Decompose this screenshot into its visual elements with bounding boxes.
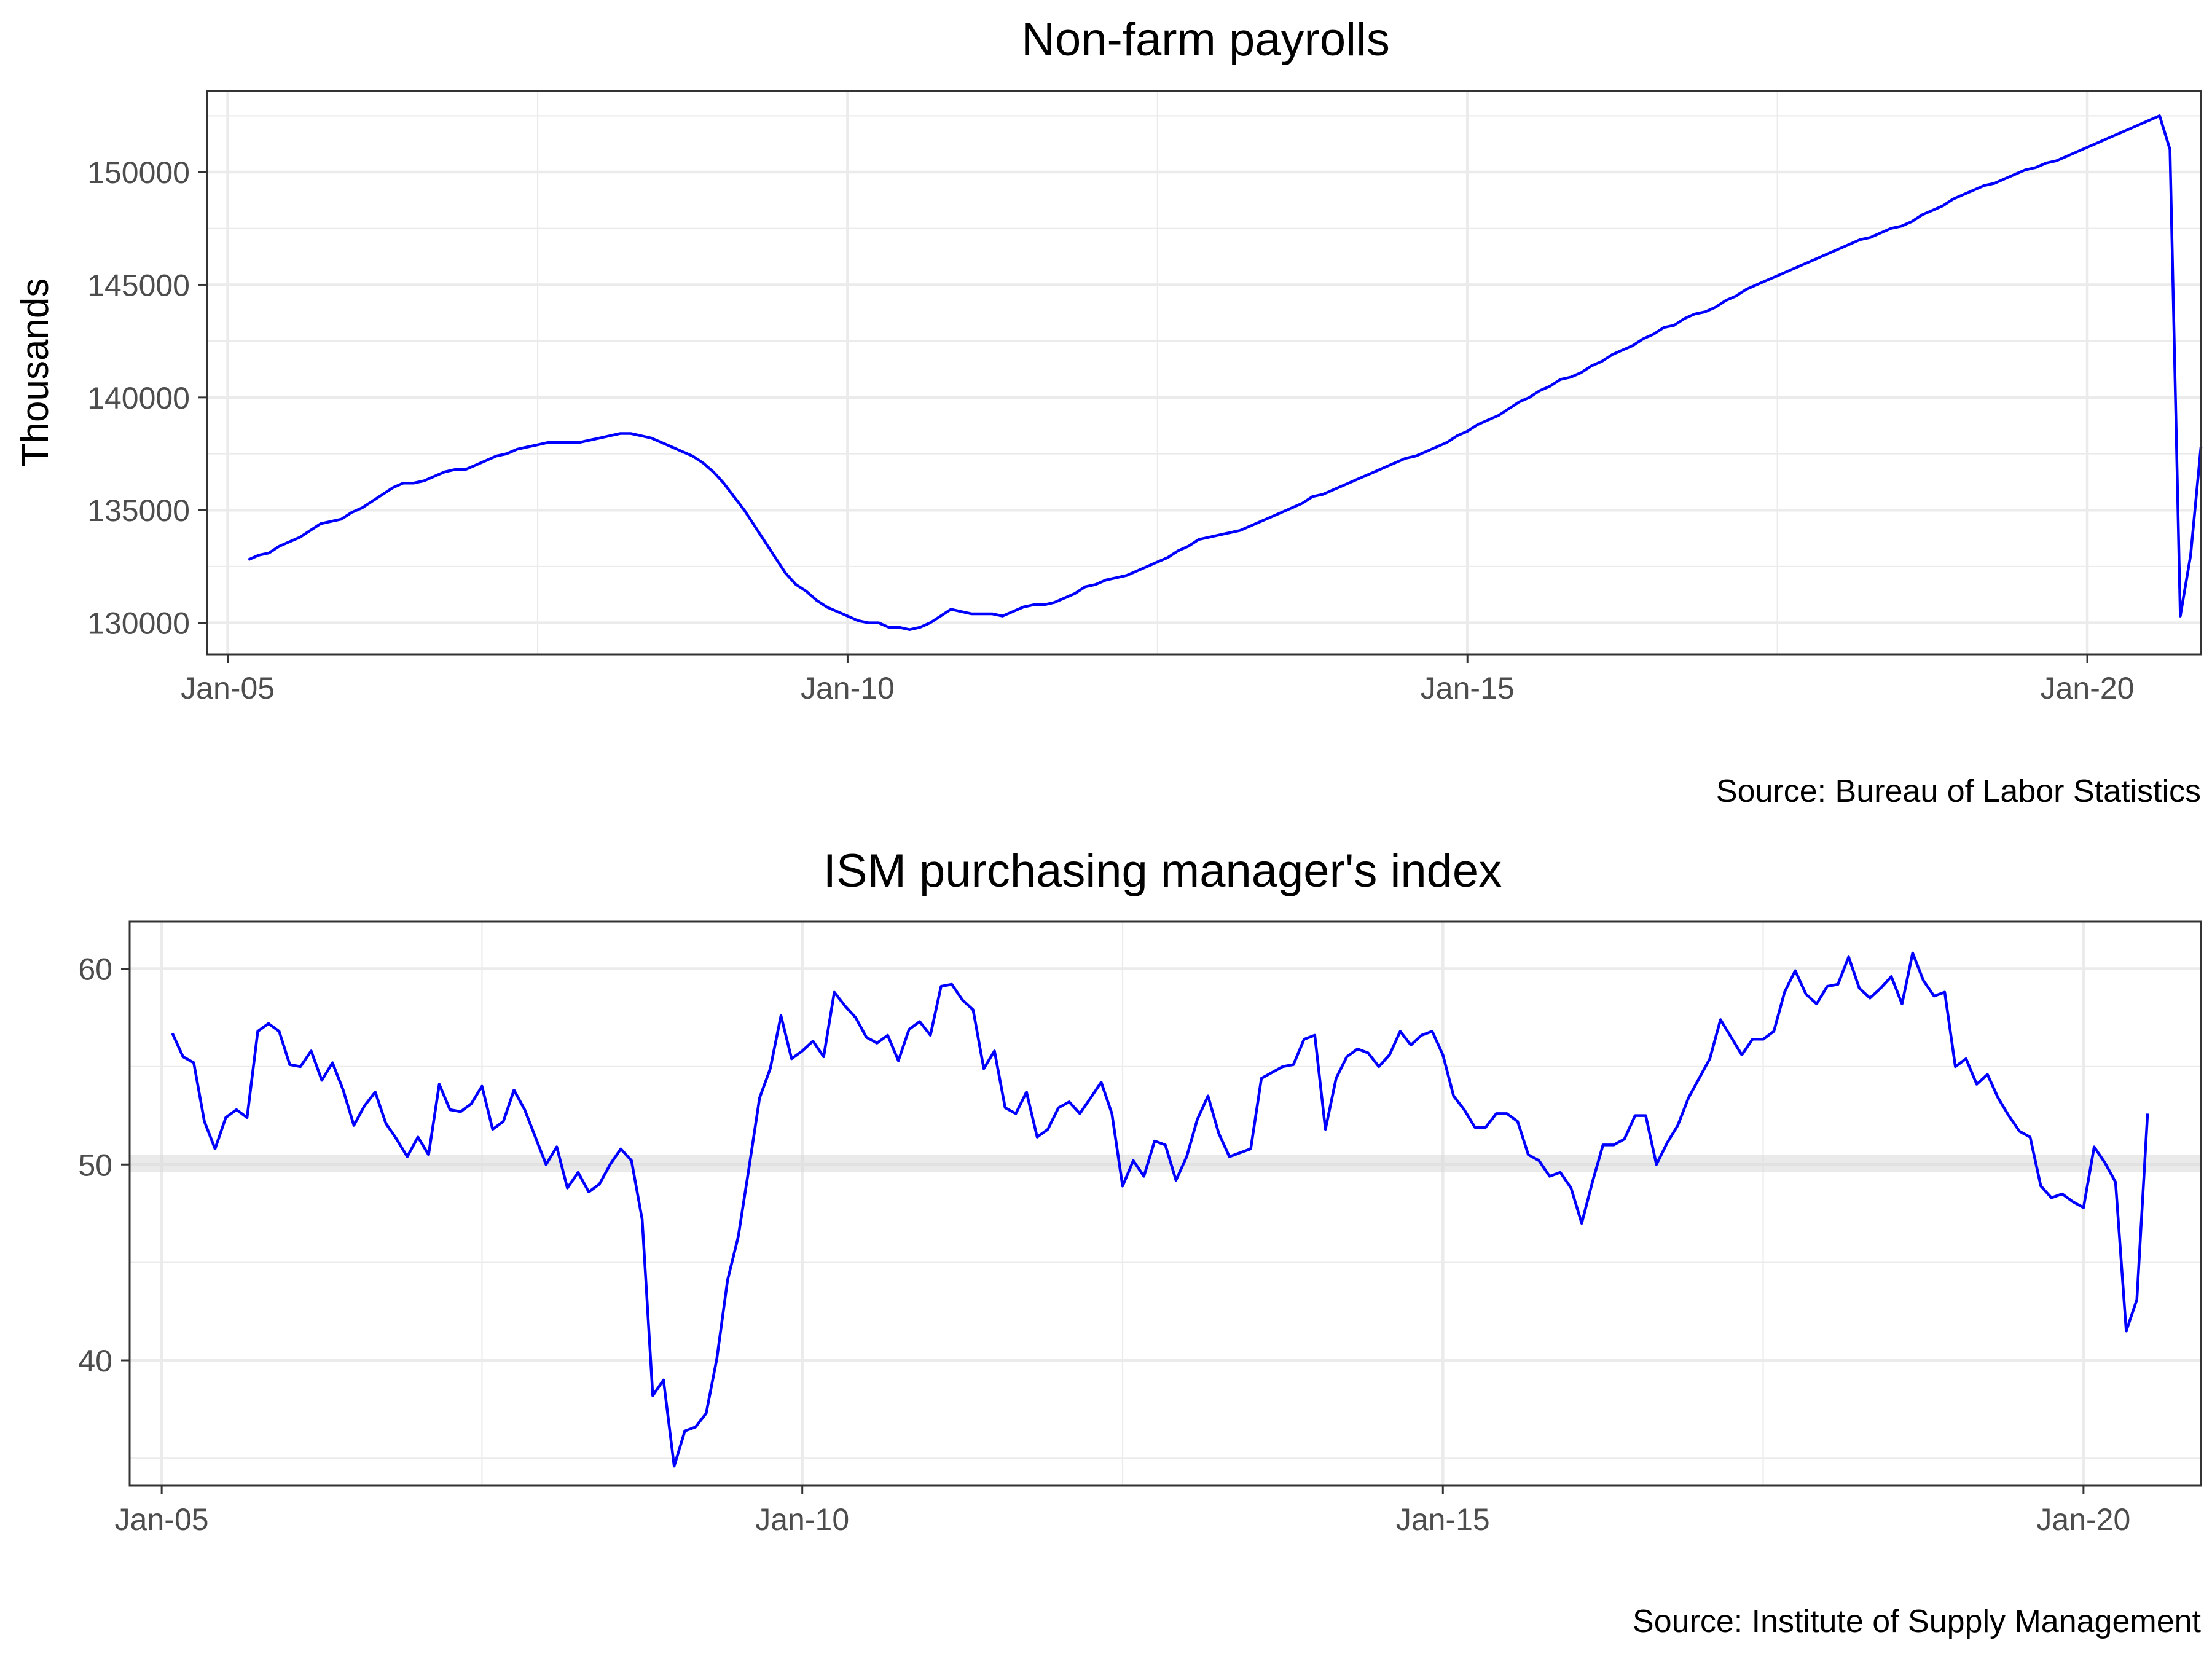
y-tick-label: 50 (78, 1148, 112, 1182)
x-tick-label: Jan-10 (801, 671, 895, 705)
payrolls-y-axis-title: Thousands (14, 278, 57, 467)
x-tick-label: Jan-15 (1396, 1502, 1490, 1537)
ism-grid (130, 922, 2201, 1486)
ism-source-caption: Source: Institute of Supply Management (1633, 1604, 2202, 1639)
payrolls-ticks: Jan-05 Jan-10 Jan-15 Jan-20 130000 135000 1400… (87, 155, 2134, 705)
x-tick-label: Jan-20 (2041, 671, 2135, 705)
payrolls-grid (207, 91, 2201, 654)
y-tick-label: 140000 (87, 381, 190, 415)
x-tick-label: Jan-20 (2036, 1502, 2130, 1537)
payrolls-source-caption: Source: Bureau of Labor Statistics (1716, 774, 2201, 809)
ism-chart: ISM purchasing manager's index Jan-05 Jan… (78, 845, 2202, 1639)
ism-series (171, 951, 2149, 1468)
y-tick-label: 60 (78, 952, 112, 987)
payrolls-title: Non-farm payrolls (1021, 14, 1390, 66)
y-tick-label: 40 (78, 1344, 112, 1378)
x-tick-label: Jan-05 (115, 1502, 209, 1537)
x-tick-label: Jan-15 (1421, 671, 1515, 705)
y-tick-label: 130000 (87, 606, 190, 641)
payrolls-chart: Non-farm payrolls Jan-05 Jan-10 Jan-15 Jan-… (14, 14, 2203, 809)
x-tick-label: Jan-10 (755, 1502, 849, 1537)
reference-band-50 (130, 1155, 2201, 1172)
ism-title: ISM purchasing manager's index (823, 845, 1502, 897)
x-tick-label: Jan-05 (181, 671, 275, 705)
payrolls-series-line-0 (248, 114, 2203, 631)
ism-ticks: Jan-05 Jan-10 Jan-15 Jan-20 40 50 60 (78, 952, 2130, 1537)
ism-series-line-0 (171, 951, 2149, 1468)
y-tick-label: 135000 (87, 493, 190, 528)
y-tick-label: 150000 (87, 155, 190, 190)
ism-reference-band (130, 1155, 2201, 1172)
payrolls-panel-border (206, 90, 2202, 656)
payrolls-series (248, 114, 2203, 631)
y-tick-label: 145000 (87, 268, 190, 302)
ism-panel-border (128, 920, 2202, 1487)
